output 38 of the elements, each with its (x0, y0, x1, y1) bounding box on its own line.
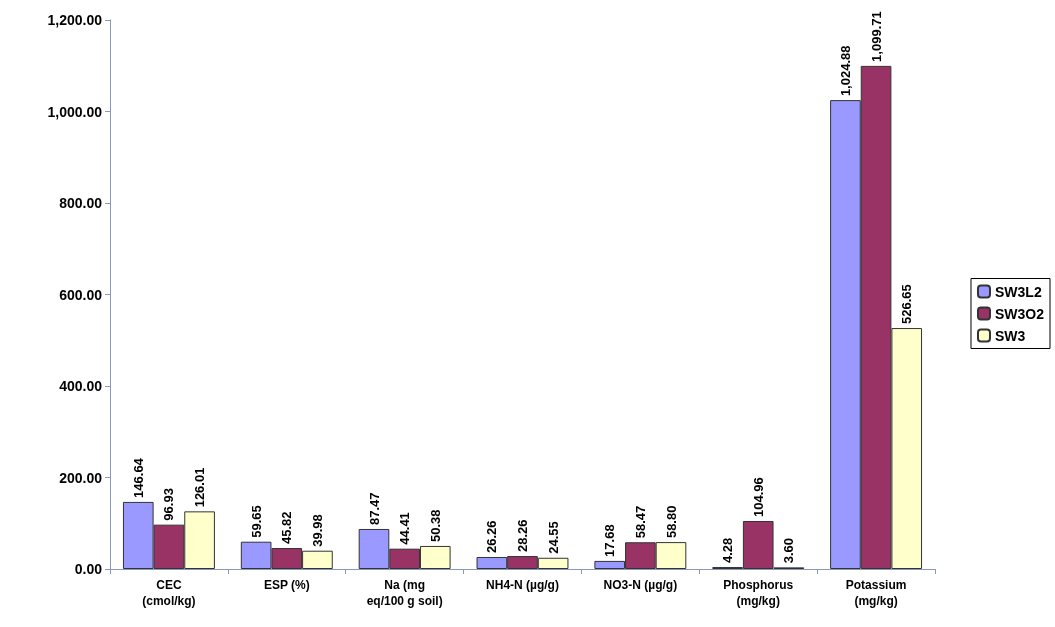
x-tick-label: Potassium (mg/kg) (845, 578, 907, 608)
data-label: 59.65 (248, 505, 264, 538)
y-tick-label: 200.00 (59, 469, 103, 486)
data-label: 1,099.71 (868, 11, 884, 62)
data-label: 26.26 (484, 520, 500, 553)
data-label: 126.01 (192, 467, 208, 508)
y-tick-label: 800.00 (59, 195, 103, 211)
data-label: 4.28 (720, 537, 736, 564)
data-label: 24.55 (545, 521, 561, 554)
x-tick-label: Phosphorus (mg/kg) (723, 578, 794, 608)
data-label: 87.47 (366, 492, 382, 525)
x-tick-label: NH4-N (µg/g) (486, 578, 559, 592)
x-tick-label: NO3-N (µg/g) (603, 578, 678, 592)
data-label: 1,024.88 (837, 45, 853, 97)
data-label: 3.60 (781, 538, 797, 564)
legend-label: SW3O2 (994, 305, 1045, 322)
data-label: 39.98 (309, 514, 325, 547)
data-label: 146.64 (130, 457, 146, 498)
data-label: 104.96 (750, 477, 766, 517)
data-label: 28.26 (515, 519, 530, 553)
x-tick-label: ESP (%) (263, 578, 310, 592)
data-label: 96.93 (161, 488, 177, 521)
data-label: 58.80 (663, 505, 679, 539)
y-tick-label: 400.00 (59, 378, 103, 394)
data-label: 17.68 (602, 524, 618, 557)
data-label: 44.41 (397, 512, 413, 545)
legend-label: SW3L2 (994, 283, 1042, 300)
x-tick-label: CEC (cmol/kg) (142, 578, 196, 608)
y-tick-label: 1,200.00 (47, 12, 103, 28)
y-tick-label: 1,000.00 (47, 103, 103, 120)
x-tick-label: Na (mg eq/100 g soil) (366, 578, 443, 608)
y-tick-label: 600.00 (59, 286, 103, 303)
data-label: 45.82 (279, 511, 295, 545)
y-tick-label: 0.00 (74, 561, 103, 577)
legend-label: SW3 (994, 327, 1026, 344)
data-label: 526.65 (899, 284, 915, 325)
data-label: 50.38 (427, 509, 443, 542)
data-label: 58.47 (632, 505, 648, 539)
